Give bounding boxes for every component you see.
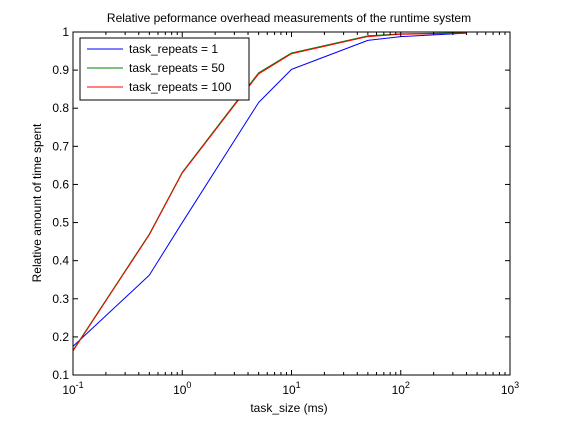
legend-label: task_repeats = 1 xyxy=(129,42,218,56)
legend: task_repeats = 1 task_repeats = 50 task_re… xyxy=(79,37,250,101)
y-tick-label: 0.4 xyxy=(52,254,69,268)
y-tick-label: 0.5 xyxy=(52,216,69,230)
x-tick-label: 10-1 xyxy=(62,380,83,397)
y-tick-label: 0.9 xyxy=(52,63,69,77)
y-tick-label: 0.1 xyxy=(52,368,69,382)
y-tick-label: 0.8 xyxy=(52,101,69,115)
chart-title: Relative peformance overhead measurement… xyxy=(107,11,471,25)
y-axis-label: Relative amount of time spent xyxy=(30,123,44,282)
x-axis-label: task_size (ms) xyxy=(250,401,327,415)
y-tick-label: 1 xyxy=(62,25,69,39)
y-tick-label: 0.3 xyxy=(52,292,69,306)
x-tick-label: 103 xyxy=(501,380,519,397)
legend-label: task_repeats = 50 xyxy=(129,61,225,75)
y-tick-label: 0.7 xyxy=(52,139,69,153)
legend-box xyxy=(79,37,250,101)
x-tick-label: 101 xyxy=(282,380,300,397)
plot-frame xyxy=(72,31,511,376)
x-tick-label: 102 xyxy=(392,380,410,397)
legend-label: task_repeats = 100 xyxy=(129,80,232,94)
x-tick-label: 100 xyxy=(173,380,191,397)
y-tick-label: 0.2 xyxy=(52,330,69,344)
series-line-1 xyxy=(72,32,467,347)
y-tick-label: 0.6 xyxy=(52,177,69,191)
